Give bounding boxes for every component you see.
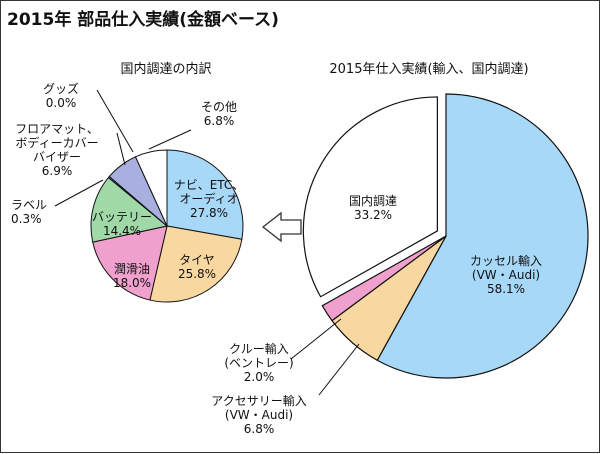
left-pie-label-0: ナビ、ETC、オーディオ 27.8% xyxy=(174,178,245,220)
left-pie: ナビ、ETC、オーディオ 27.8% タイヤ 25.8% 潤滑油 18.0% バッテリー 14… xyxy=(11,81,245,303)
left-pie-slice-0 xyxy=(166,149,244,240)
left-pie-slice-7 xyxy=(134,149,168,227)
left-pie-label-1: タイヤ 25.8% xyxy=(178,253,216,281)
leader-line-other xyxy=(148,129,192,150)
right-pie-slice-0 xyxy=(376,93,589,379)
left-pie-label-7: その他 6.8% xyxy=(201,100,237,128)
left-pie-slice-3 xyxy=(90,176,169,243)
right-pie-label-0: カッセル輸入(VW・Audi) 58.1% xyxy=(470,253,542,296)
leader-line-crew xyxy=(290,318,342,360)
right-pie: カッセル輸入(VW・Audi) 58.1% 国内調達 33.2% クルー輸入(ベントレー… xyxy=(211,93,589,436)
left-pie-label-6: グッズ 0.0% xyxy=(43,81,79,110)
leader-line-accessory xyxy=(318,343,360,396)
leader-line-goods xyxy=(96,89,134,153)
left-pie-label-5: フロアマット、ボディーカバーバイザー 6.9% xyxy=(15,122,99,178)
right-pie-label-3: 国内調達 33.2% xyxy=(349,194,397,222)
right-pie-label-2: クルー輸入(ベントレー) 2.0% xyxy=(224,341,293,384)
right-pie-slice-3 xyxy=(302,96,438,298)
left-pie-slice-1 xyxy=(149,225,243,303)
left-pie-label-4: ラベル 0.3% xyxy=(11,198,47,226)
right-chart-title: 2015年仕入実績(輸入、国内調達) xyxy=(329,61,528,77)
right-pie-label-1: アクセサリー輸入(VW・Audi) 6.8% xyxy=(211,393,306,436)
left-pie-label-2: 潤滑油 18.0% xyxy=(113,262,151,290)
leader-lines xyxy=(54,89,360,396)
left-pie-label-3: バッテリー 14.4% xyxy=(92,210,152,238)
page-title: 2015年 部品仕入実績(金額ベース) xyxy=(7,9,279,30)
left-pie-slice-2 xyxy=(92,225,168,301)
arrow-left-icon xyxy=(261,211,302,243)
leader-line-label xyxy=(54,179,104,207)
left-chart-title: 国内調達の内訳 xyxy=(120,61,211,77)
leader-line-floormat xyxy=(116,132,126,166)
right-pie-slice-2 xyxy=(321,235,447,322)
